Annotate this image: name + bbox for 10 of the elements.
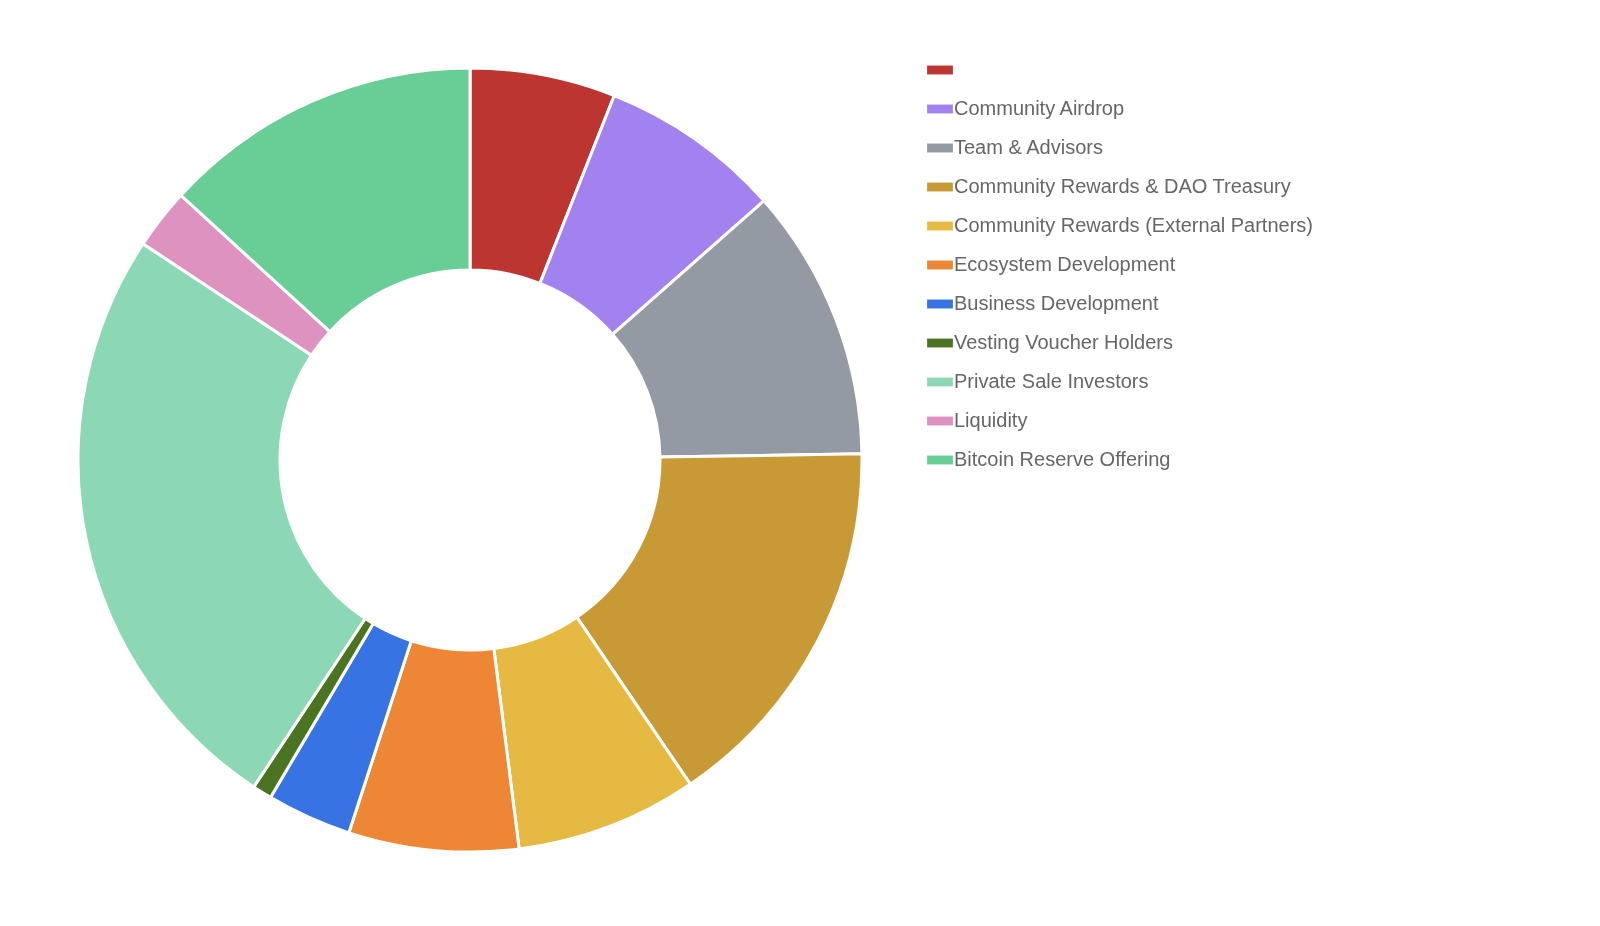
legend-label: Bitcoin Reserve Offering	[954, 448, 1171, 470]
legend-label: Business Development	[954, 292, 1159, 314]
legend-label: Community Rewards (External Partners)	[954, 214, 1313, 236]
legend-label: Community Rewards & DAO Treasury	[954, 175, 1291, 197]
legend-label: Vesting Voucher Holders	[954, 331, 1174, 353]
legend-label: Liquidity	[954, 409, 1028, 431]
legend-label: Community Airdrop	[954, 97, 1125, 119]
legend-label: Team & Advisors	[954, 136, 1103, 158]
legend-label: Ecosystem Development	[954, 253, 1176, 275]
legend-label: Private Sale Investors	[954, 370, 1149, 392]
